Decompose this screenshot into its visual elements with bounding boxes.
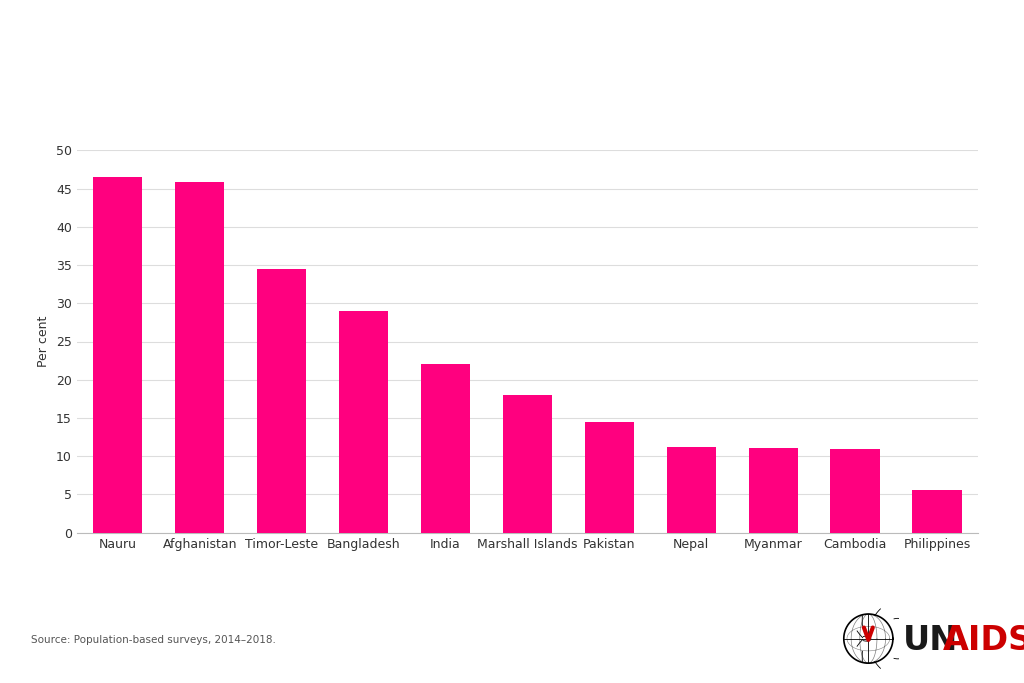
Bar <box>585 422 634 533</box>
Text: UN: UN <box>903 624 958 657</box>
Bar <box>667 447 716 533</box>
Bar <box>257 269 306 533</box>
Bar <box>421 365 470 533</box>
Text: Percentage of ever-married  or partnered women aged 15–49 years who
experienced : Percentage of ever-married or partnered … <box>15 21 785 92</box>
Bar <box>503 395 552 533</box>
Text: AIDS: AIDS <box>943 624 1024 657</box>
Bar <box>175 182 224 533</box>
Text: Source: Population-based surveys, 2014–2018.: Source: Population-based surveys, 2014–2… <box>31 635 275 645</box>
Bar <box>93 177 142 533</box>
Bar <box>339 311 388 533</box>
Bar <box>830 449 880 533</box>
Bar <box>912 490 962 533</box>
Y-axis label: Per cent: Per cent <box>38 316 50 367</box>
Bar <box>749 448 798 533</box>
